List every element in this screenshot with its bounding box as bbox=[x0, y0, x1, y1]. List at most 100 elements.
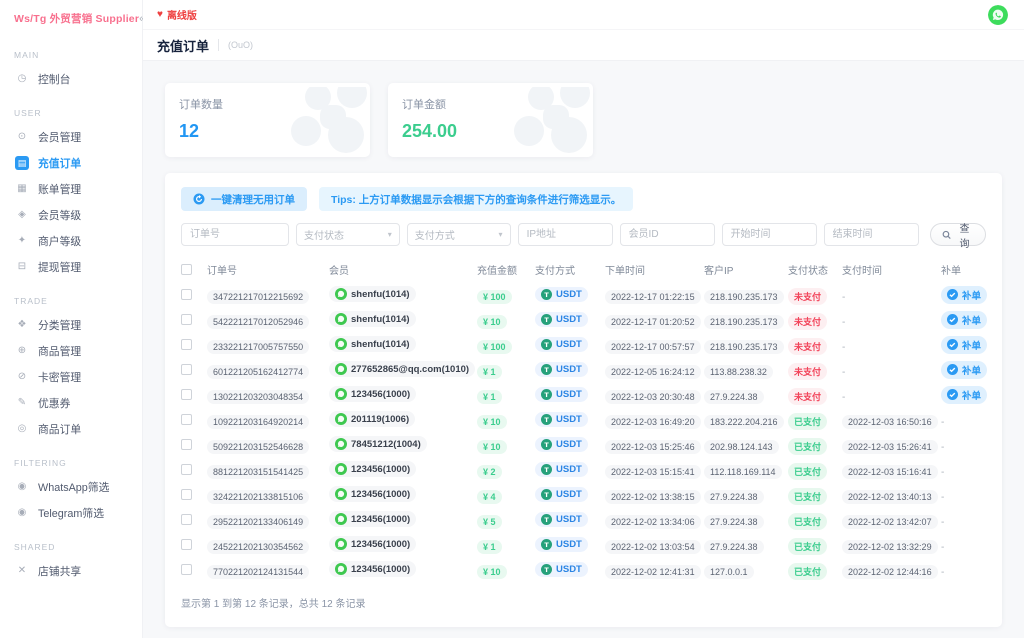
table-header: 订单号 会员 充值金额 支付方式 下单时间 客户IP 支付状态 支付时间 补单 bbox=[181, 259, 986, 280]
pay-status-cell: 已支付 bbox=[788, 437, 840, 455]
row-checkbox[interactable] bbox=[181, 488, 192, 500]
sidebar-item-coupon[interactable]: ✎ 优惠券 bbox=[0, 390, 142, 416]
recharge-amount: ¥ 10 bbox=[477, 564, 507, 579]
order-no: 130221203203048354 bbox=[207, 389, 310, 404]
order-no: 324221202133815106 bbox=[207, 489, 310, 504]
row-checkbox[interactable] bbox=[181, 413, 192, 425]
sidebar-item-label: 控制台 bbox=[38, 74, 71, 86]
amount-cell: ¥ 10 bbox=[477, 312, 533, 330]
sidebar-item-goods[interactable]: ⊕ 商品管理 bbox=[0, 338, 142, 364]
svg-text:T: T bbox=[544, 490, 549, 498]
pay-time-empty: - bbox=[842, 291, 846, 303]
amount-cell: ¥ 1 bbox=[477, 537, 533, 555]
row-checkbox[interactable] bbox=[181, 288, 192, 300]
order-time-cell: 2022-12-03 15:15:41 bbox=[605, 462, 702, 480]
supplement-button[interactable]: 补单 bbox=[941, 310, 988, 329]
brand-title: Ws/Tg 外贸营销 Supplier bbox=[14, 13, 140, 25]
pay-method-label: USDT bbox=[556, 538, 582, 550]
clean-orders-button[interactable]: 一键清理无用订单 bbox=[181, 187, 307, 211]
stat-card-order-count: 订单数量 12 bbox=[165, 83, 370, 157]
row-checkbox[interactable] bbox=[181, 313, 192, 325]
pay-time: 2022-12-02 13:42:07 bbox=[842, 514, 938, 529]
pay-status-badge: 未支付 bbox=[788, 312, 828, 330]
titlebar: 充值订单 (OuO) bbox=[143, 30, 1024, 61]
sidebar-item-goods-orders[interactable]: ◎ 商品订单 bbox=[0, 416, 142, 442]
supplement-cell: - bbox=[941, 437, 986, 455]
sidebar-item-category[interactable]: ❖ 分类管理 bbox=[0, 312, 142, 338]
stat-value: 254.00 bbox=[402, 121, 458, 141]
row-checkbox[interactable] bbox=[181, 388, 192, 400]
pay-status-cell: 已支付 bbox=[788, 462, 840, 480]
pay-method-label: USDT bbox=[556, 413, 582, 425]
row-checkbox[interactable] bbox=[181, 363, 192, 375]
member-badge: 201119(1006) bbox=[329, 411, 416, 427]
offline-badge: ♥ 离线版 bbox=[157, 7, 197, 22]
amount-cell: ¥ 5 bbox=[477, 512, 533, 530]
pay-status-badge: 已支付 bbox=[788, 437, 828, 455]
sidebar-item-members[interactable]: ⊙ 会员管理 bbox=[0, 124, 142, 150]
supplement-cell: - bbox=[941, 412, 986, 430]
supplement-button[interactable]: 补单 bbox=[941, 285, 988, 304]
order-time-cell: 2022-12-17 01:20:52 bbox=[605, 312, 702, 330]
pay-status-cell: 未支付 bbox=[788, 337, 840, 355]
sidebar-item-shop-share[interactable]: ✕ 店铺共享 bbox=[0, 558, 142, 584]
sidebar-item-member-level[interactable]: ◈ 会员等级 bbox=[0, 202, 142, 228]
sidebar-item-dashboard[interactable]: ◷ 控制台 bbox=[0, 66, 142, 92]
sidebar-item-recharge-orders[interactable]: ▤ 充值订单 bbox=[0, 150, 142, 176]
supplement-button[interactable]: 补单 bbox=[941, 385, 988, 404]
select-all-checkbox[interactable] bbox=[181, 264, 192, 275]
order-no: 109221203164920214 bbox=[207, 414, 310, 429]
pay-method-label: USDT bbox=[556, 488, 582, 500]
row-checkbox[interactable] bbox=[181, 513, 192, 525]
clean-orders-label: 一键清理无用订单 bbox=[211, 193, 295, 206]
sidebar-item-label: 卡密管理 bbox=[38, 372, 82, 384]
order-no-input[interactable] bbox=[181, 223, 289, 246]
row-checkbox[interactable] bbox=[181, 438, 192, 450]
search-button[interactable]: 查询 bbox=[929, 223, 986, 250]
whatsapp-avatar-icon[interactable] bbox=[988, 4, 1008, 25]
pay-time-cell: 2022-12-03 15:16:41 bbox=[842, 462, 939, 480]
sidebar-item-card-secret[interactable]: ⊘ 卡密管理 bbox=[0, 364, 142, 390]
member-cell: 277652865@qq.com(1010) bbox=[329, 361, 475, 380]
pay-status-badge: 已支付 bbox=[788, 537, 828, 555]
pay-method-select[interactable]: 支付方式 ▾ bbox=[406, 223, 511, 246]
row-checkbox[interactable] bbox=[181, 538, 192, 550]
brand-row: Ws/Tg 外贸营销 Supplier « bbox=[0, 0, 145, 30]
pay-time: 2022-12-03 15:16:41 bbox=[842, 464, 938, 479]
row-checkbox[interactable] bbox=[181, 338, 192, 350]
sidebar-item-whatsapp-filter[interactable]: ◉ WhatsApp筛选 bbox=[0, 474, 142, 500]
start-time-input[interactable] bbox=[721, 223, 817, 246]
pay-status-select[interactable]: 支付状态 ▾ bbox=[296, 223, 400, 246]
member-name: 78451212(1004) bbox=[351, 438, 421, 450]
end-time-input[interactable] bbox=[823, 223, 919, 246]
sidebar-item-telegram-filter[interactable]: ◉ Telegram筛选 bbox=[0, 500, 142, 526]
supplement-button[interactable]: 补单 bbox=[941, 360, 988, 379]
sidebar-item-withdraw[interactable]: ⊟ 提现管理 bbox=[0, 254, 142, 280]
client-ip: 218.190.235.173 bbox=[704, 339, 784, 354]
member-id-input[interactable] bbox=[619, 223, 715, 246]
row-checkbox-cell bbox=[181, 562, 205, 580]
dashboard-icon: ◷ bbox=[17, 73, 27, 84]
member-manage-icon: ⊙ bbox=[17, 131, 27, 142]
row-checkbox[interactable] bbox=[181, 463, 192, 475]
row-checkbox[interactable] bbox=[181, 563, 192, 575]
pay-method-badge: T USDT bbox=[535, 486, 588, 502]
nav-section: FILTERING ◉ WhatsApp筛选 ◉ Telegram筛选 bbox=[0, 448, 142, 526]
ip-input[interactable] bbox=[517, 223, 613, 246]
whatsapp-member-icon bbox=[335, 538, 347, 550]
pay-time-cell: 2022-12-03 15:26:41 bbox=[842, 437, 939, 455]
column-header: 会员 bbox=[329, 266, 349, 277]
pay-time-cell: - bbox=[842, 287, 939, 305]
member-badge: 123456(1000) bbox=[329, 561, 417, 577]
sidebar-collapse-icon[interactable]: « bbox=[139, 13, 145, 25]
order-time: 2022-12-03 16:49:20 bbox=[605, 414, 701, 429]
order-time: 2022-12-02 13:03:54 bbox=[605, 539, 701, 554]
pay-time-empty: - bbox=[842, 391, 846, 403]
row-checkbox-cell bbox=[181, 512, 205, 530]
sidebar-item-bills[interactable]: ▦ 账单管理 bbox=[0, 176, 142, 202]
tether-icon: T bbox=[541, 488, 552, 500]
pay-status-value: 支付状态 bbox=[304, 231, 344, 242]
sidebar-item-merchant-level[interactable]: ✦ 商户等级 bbox=[0, 228, 142, 254]
amount-cell: ¥ 4 bbox=[477, 487, 533, 505]
supplement-button[interactable]: 补单 bbox=[941, 335, 988, 354]
